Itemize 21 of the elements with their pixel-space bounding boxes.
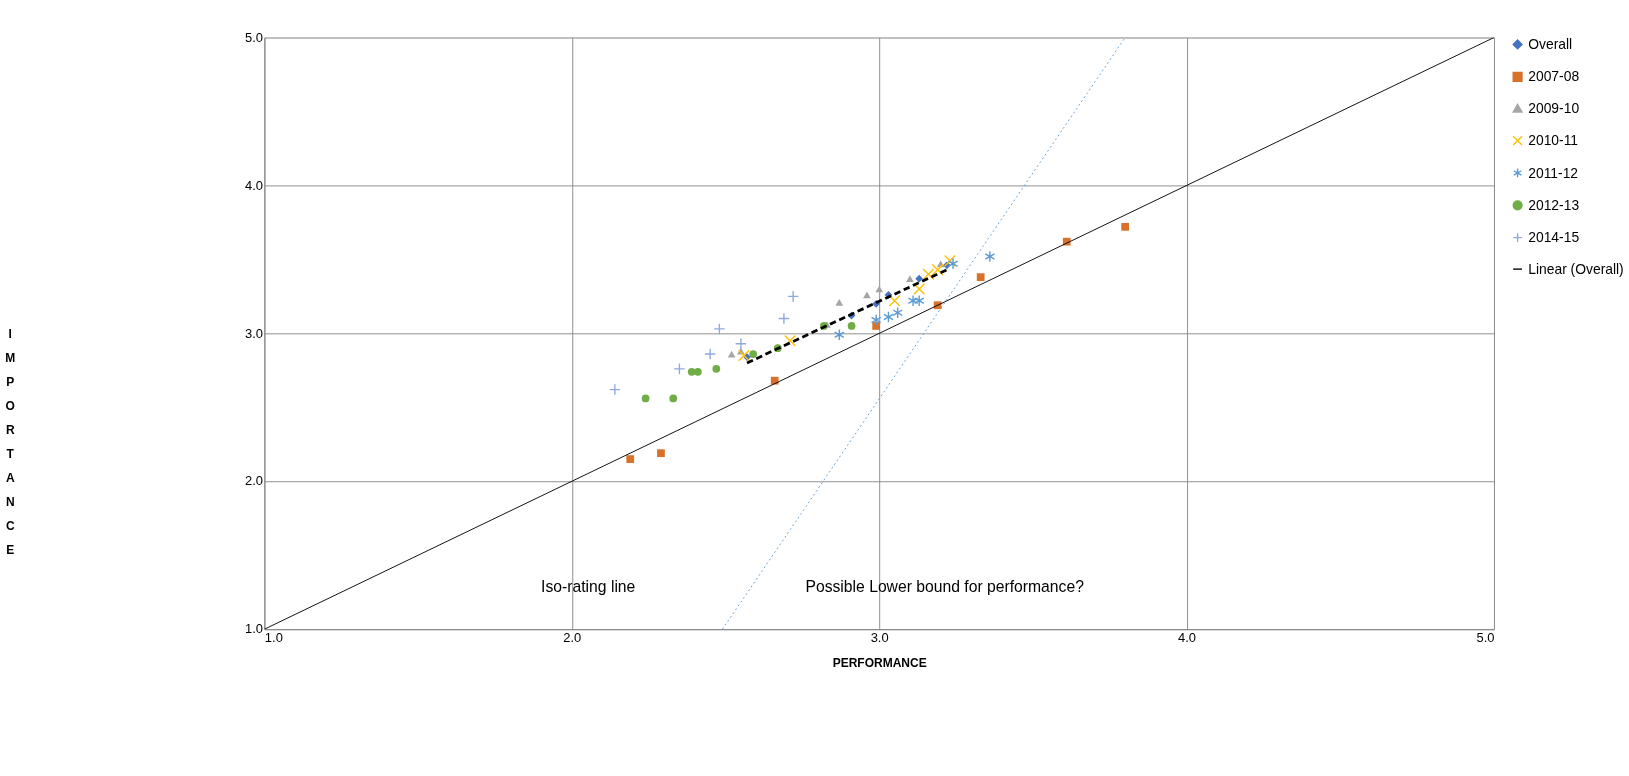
legend-label: 2009-10 bbox=[1528, 99, 1580, 116]
x-tick-label: 3.0 bbox=[870, 629, 889, 645]
y-tick-label: 3.0 bbox=[245, 325, 264, 341]
legend-label: 2012-13 bbox=[1528, 196, 1580, 213]
legend-label: 2011-12 bbox=[1528, 164, 1579, 181]
legend-label: Linear (Overall) bbox=[1528, 260, 1624, 277]
legend-label: 2014-15 bbox=[1528, 229, 1580, 246]
y-tick-label: 5.0 bbox=[245, 29, 264, 45]
x-tick-label: 5.0 bbox=[1476, 629, 1495, 645]
x-tick-label: 4.0 bbox=[1178, 629, 1197, 645]
text: IMPORTANCE bbox=[5, 326, 16, 557]
legend-label: 2007-08 bbox=[1528, 68, 1580, 85]
legend-label: 2010-11 bbox=[1528, 132, 1579, 149]
x-tick-label: 2.0 bbox=[563, 629, 582, 645]
legend-label: Overall bbox=[1528, 36, 1573, 53]
y-tick-label: 2.0 bbox=[245, 473, 264, 489]
x-axis-title: PERFORMANCE bbox=[832, 655, 927, 670]
annotation: Iso-rating line bbox=[541, 578, 636, 596]
y-tick-label: 4.0 bbox=[245, 177, 264, 193]
x-tick-label: 1.0 bbox=[264, 629, 283, 645]
annotation: Possible Lower bound for performance? bbox=[805, 578, 1085, 596]
